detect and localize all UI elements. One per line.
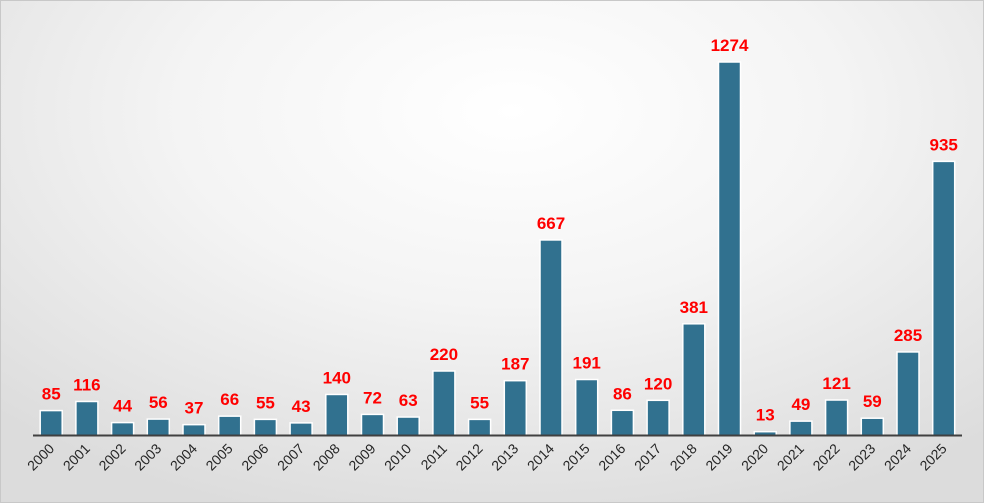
x-tick-label-2024: 2024 (881, 440, 914, 473)
data-label-2005: 66 (220, 390, 239, 409)
bar-2004 (182, 423, 206, 437)
x-axis-tick-labels: 2000 2001 2002 2003 2004 2005 2006 2007 2008 2009… (24, 440, 950, 473)
bar-2012 (467, 418, 492, 437)
bar-2017 (646, 399, 670, 437)
bar-2015 (574, 378, 599, 437)
x-tick-label-2000: 2000 (24, 440, 57, 473)
bar-2007 (289, 422, 313, 437)
x-tick-label-2019: 2019 (702, 440, 735, 473)
x-tick-label-2012: 2012 (452, 440, 485, 473)
x-tick-label-2002: 2002 (95, 440, 128, 473)
x-tick-label-2004: 2004 (167, 440, 200, 473)
bar-2021 (789, 420, 813, 437)
bar-series (39, 61, 956, 437)
data-labels: 85 116 44 56 37 66 55 43 140 72 63 220 55 187 667 191 86… (42, 36, 958, 425)
x-tick-label-2017: 2017 (631, 440, 664, 473)
bar-2008 (325, 393, 349, 437)
x-tick-label-2005: 2005 (202, 440, 235, 473)
x-tick-label-2015: 2015 (559, 440, 592, 473)
bar-2016 (610, 409, 635, 437)
data-label-2018: 381 (680, 298, 708, 317)
bar-2014 (539, 239, 563, 437)
data-label-2021: 49 (791, 395, 810, 414)
data-label-2023: 59 (863, 392, 882, 411)
x-tick-label-2011: 2011 (417, 440, 450, 473)
data-label-2007: 43 (292, 397, 311, 416)
x-tick-label-2009: 2009 (345, 440, 378, 473)
x-tick-label-2001: 2001 (60, 440, 93, 473)
bar-2011 (432, 370, 456, 437)
bar-2018 (682, 323, 706, 437)
bar-2001 (75, 400, 99, 437)
x-tick-label-2016: 2016 (595, 440, 628, 473)
data-label-2011: 220 (430, 345, 458, 364)
data-label-2013: 187 (501, 355, 529, 374)
data-label-2003: 56 (149, 393, 168, 412)
data-label-2001: 116 (73, 375, 100, 394)
bar-2019 (717, 61, 742, 437)
bar-2010 (396, 416, 420, 437)
bar-2005 (217, 415, 242, 437)
data-label-2022: 121 (822, 374, 850, 393)
data-label-2006: 55 (256, 393, 275, 412)
x-tick-label-2008: 2008 (310, 440, 343, 473)
bar-2002 (110, 421, 135, 437)
data-label-2017: 120 (644, 374, 672, 393)
data-label-2008: 140 (323, 368, 351, 387)
x-tick-label-2014: 2014 (524, 440, 557, 473)
data-label-2010: 63 (399, 391, 418, 410)
data-label-2019: 1274 (711, 36, 749, 55)
bar-2024 (896, 351, 920, 437)
bar-2006 (253, 418, 278, 437)
x-tick-label-2025: 2025 (916, 440, 949, 473)
data-label-2004: 37 (185, 399, 204, 418)
bar-2009 (360, 413, 385, 437)
bar-2023 (860, 417, 885, 437)
data-label-2025: 935 (930, 135, 958, 154)
x-tick-label-2021: 2021 (774, 440, 807, 473)
bar-2003 (146, 418, 171, 437)
data-label-2020: 13 (756, 406, 775, 425)
bar-2000 (39, 409, 63, 437)
x-tick-label-2022: 2022 (809, 440, 842, 473)
x-tick-label-2020: 2020 (738, 440, 771, 473)
x-tick-label-2010: 2010 (381, 440, 414, 473)
x-tick-label-2018: 2018 (667, 440, 700, 473)
x-tick-label-2003: 2003 (131, 440, 164, 473)
data-label-2024: 285 (894, 326, 922, 345)
data-label-2014: 667 (537, 214, 565, 233)
bar-2025 (931, 160, 956, 437)
bar-2013 (503, 379, 528, 437)
data-label-2002: 44 (113, 397, 132, 416)
data-label-2000: 85 (42, 385, 61, 404)
data-label-2012: 55 (470, 393, 489, 412)
x-tick-label-2007: 2007 (274, 440, 307, 473)
bar-2022 (824, 399, 849, 437)
x-tick-label-2013: 2013 (488, 440, 521, 473)
data-label-2016: 86 (613, 384, 632, 403)
data-label-2009: 72 (363, 388, 382, 407)
x-tick-label-2006: 2006 (238, 440, 271, 473)
x-tick-label-2023: 2023 (845, 440, 878, 473)
data-label-2015: 191 (573, 354, 601, 373)
